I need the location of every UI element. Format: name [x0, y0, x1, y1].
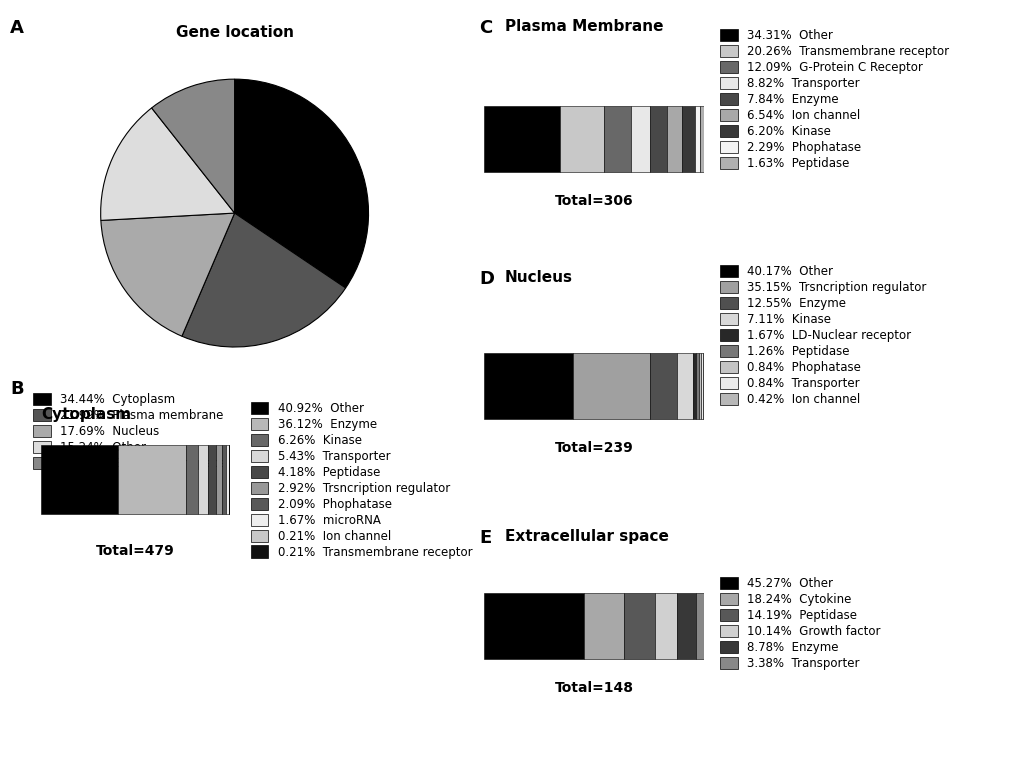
Text: Extracellular space: Extracellular space	[504, 529, 668, 544]
Bar	[583, 593, 624, 659]
Bar	[559, 106, 603, 172]
Text: Nucleus: Nucleus	[504, 270, 573, 285]
Bar	[624, 593, 654, 659]
Bar	[654, 593, 677, 659]
Text: E: E	[479, 529, 491, 547]
Text: Total=239: Total=239	[554, 441, 633, 455]
Bar	[700, 353, 702, 419]
Bar	[649, 106, 666, 172]
Bar	[692, 353, 696, 419]
Bar	[699, 106, 703, 172]
Legend: 40.92%  Other, 36.12%  Enzyme, 6.26%  Kinase, 5.43%  Transporter, 4.18%  Peptida: 40.92% Other, 36.12% Enzyme, 6.26% Kinas…	[251, 402, 472, 559]
Bar	[484, 593, 583, 659]
Bar	[484, 353, 572, 419]
Bar	[603, 106, 630, 172]
Bar	[696, 593, 703, 659]
Bar	[208, 445, 216, 514]
Bar	[649, 353, 677, 419]
Bar	[118, 445, 186, 514]
Bar	[225, 445, 228, 514]
Text: Total=479: Total=479	[96, 544, 174, 558]
Bar	[630, 106, 649, 172]
Wedge shape	[101, 213, 234, 336]
Text: Cytoplasm: Cytoplasm	[41, 407, 130, 422]
Wedge shape	[101, 108, 234, 221]
Title: Gene location: Gene location	[175, 25, 293, 40]
Wedge shape	[234, 79, 368, 288]
Bar	[666, 106, 681, 172]
Text: Total=306: Total=306	[554, 194, 633, 208]
Bar	[695, 106, 699, 172]
Bar	[186, 445, 198, 514]
Wedge shape	[152, 79, 234, 213]
Bar	[221, 445, 225, 514]
Bar	[696, 353, 699, 419]
Wedge shape	[181, 213, 345, 347]
Text: C: C	[479, 19, 492, 37]
Bar	[41, 445, 118, 514]
Text: B: B	[10, 380, 23, 399]
Legend: 40.17%  Other, 35.15%  Trsncription regulator, 12.55%  Enzyme, 7.11%  Kinase, 1.: 40.17% Other, 35.15% Trsncription regula…	[719, 265, 925, 406]
Bar	[572, 353, 649, 419]
Bar	[198, 445, 208, 514]
Bar	[484, 106, 559, 172]
Text: D: D	[479, 270, 494, 288]
Legend: 34.31%  Other, 20.26%  Transmembrane receptor, 12.09%  G-Protein C Receptor, 8.8: 34.31% Other, 20.26% Transmembrane recep…	[719, 29, 949, 170]
Bar	[699, 353, 700, 419]
Bar	[216, 445, 221, 514]
Bar	[681, 106, 695, 172]
Text: Total=148: Total=148	[554, 681, 633, 695]
Text: A: A	[10, 19, 24, 37]
Bar	[677, 593, 696, 659]
Text: Plasma Membrane: Plasma Membrane	[504, 19, 662, 34]
Legend: 45.27%  Other, 18.24%  Cytokine, 14.19%  Peptidase, 10.14%  Growth factor, 8.78%: 45.27% Other, 18.24% Cytokine, 14.19% Pe…	[719, 577, 879, 670]
Legend: 34.44%  Cytoplasm, 21.99%  Plasma membrane, 17.69%  Nucleus, 15.24%  Other, 10.6: 34.44% Cytoplasm, 21.99% Plasma membrane…	[33, 393, 225, 470]
Bar	[677, 353, 692, 419]
